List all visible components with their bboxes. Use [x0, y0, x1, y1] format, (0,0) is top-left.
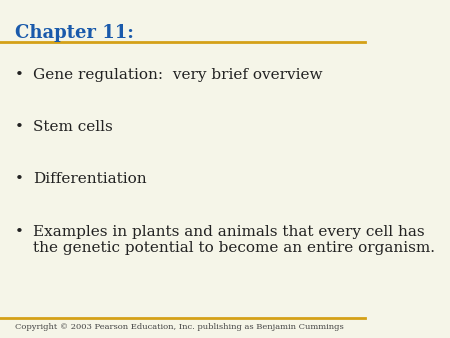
Text: Examples in plants and animals that every cell has
the genetic potential to beco: Examples in plants and animals that ever…: [33, 225, 435, 255]
Text: Differentiation: Differentiation: [33, 172, 147, 186]
Text: Gene regulation:  very brief overview: Gene regulation: very brief overview: [33, 68, 322, 81]
Text: Chapter 11:: Chapter 11:: [14, 24, 134, 42]
Text: •: •: [14, 120, 23, 134]
Text: •: •: [14, 172, 23, 186]
Text: •: •: [14, 68, 23, 81]
Text: •: •: [14, 225, 23, 239]
Text: Copyright © 2003 Pearson Education, Inc. publishing as Benjamin Cummings: Copyright © 2003 Pearson Education, Inc.…: [14, 323, 343, 331]
Text: Stem cells: Stem cells: [33, 120, 112, 134]
